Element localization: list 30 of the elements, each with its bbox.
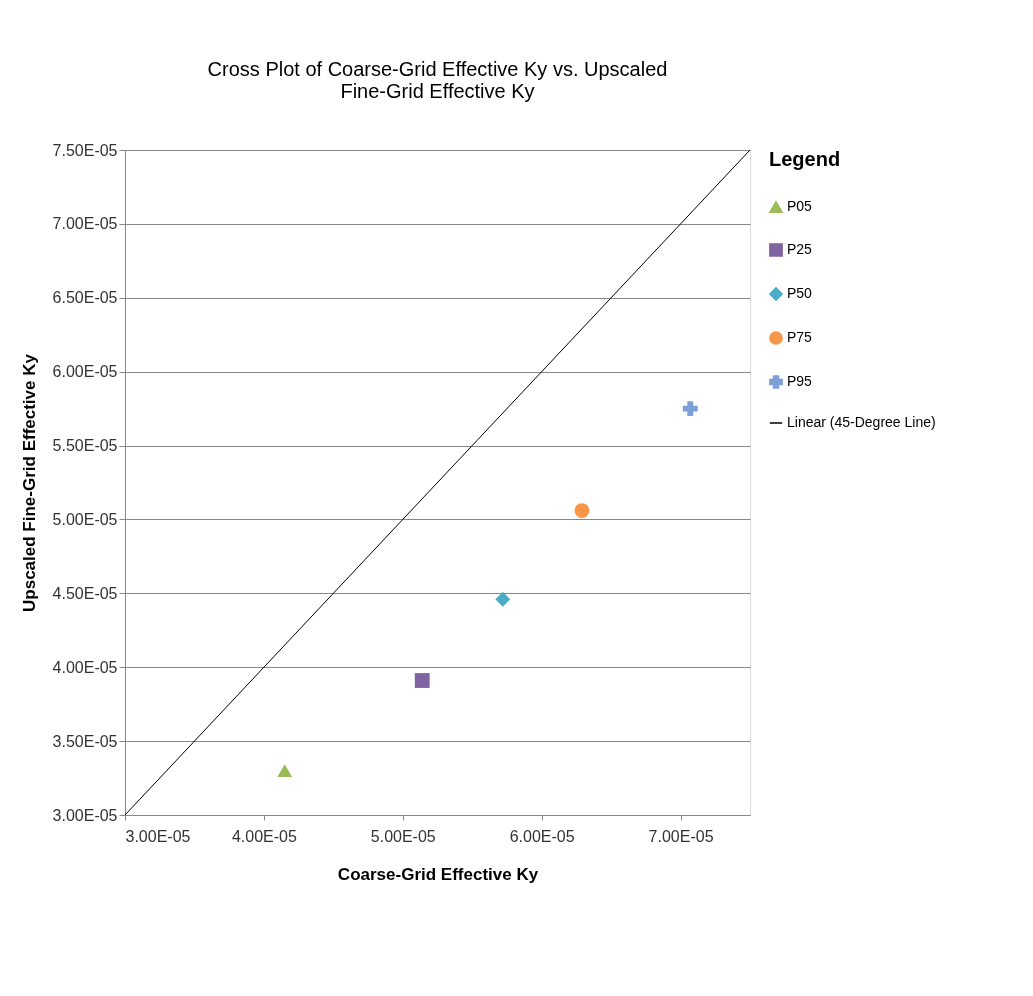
y-tick-label: 5.50E-05 [52,437,118,455]
legend-label: P75 [787,329,813,345]
x-tick-label: 4.00E-05 [231,827,297,845]
y-tick-label: 6.00E-05 [52,363,118,381]
x-tick-label: 3.00E-05 [125,827,191,845]
y-tick-label: 4.50E-05 [52,584,118,602]
point [495,591,511,607]
y-axis-title: Upscaled Fine-Grid Effective Ky [19,353,39,612]
legend-label: P50 [787,285,813,301]
y-tick-label: 4.00E-05 [52,658,118,676]
legend-label: P05 [787,198,813,214]
chart-title: Cross Plot of Coarse-Grid Effective Ky vs. Upscaled Fine-Grid Effective Ky [207,58,668,102]
legend-title: Legend [769,148,841,170]
legend-label: Linear (45-Degree Line) [787,414,936,430]
y-tick-label: 5.00E-05 [52,510,118,528]
legend-label: P95 [787,373,813,389]
x-tick-label: 7.00E-05 [648,827,714,845]
point [414,673,430,688]
point [277,764,293,778]
x-tick-label: 6.00E-05 [509,827,575,845]
y-tick-label: 3.50E-05 [52,732,118,750]
y-tick-label: 3.00E-05 [52,806,118,824]
y-tick-label: 7.50E-05 [52,141,118,159]
y-tick-label: 7.00E-05 [52,215,118,233]
x-tick-label: 5.00E-05 [370,827,436,845]
point [682,401,698,417]
legend-label: P25 [787,241,813,257]
y-tick-label: 6.50E-05 [52,289,118,307]
x-axis-title: Coarse-Grid Effective Ky [337,864,539,884]
point [574,503,590,518]
